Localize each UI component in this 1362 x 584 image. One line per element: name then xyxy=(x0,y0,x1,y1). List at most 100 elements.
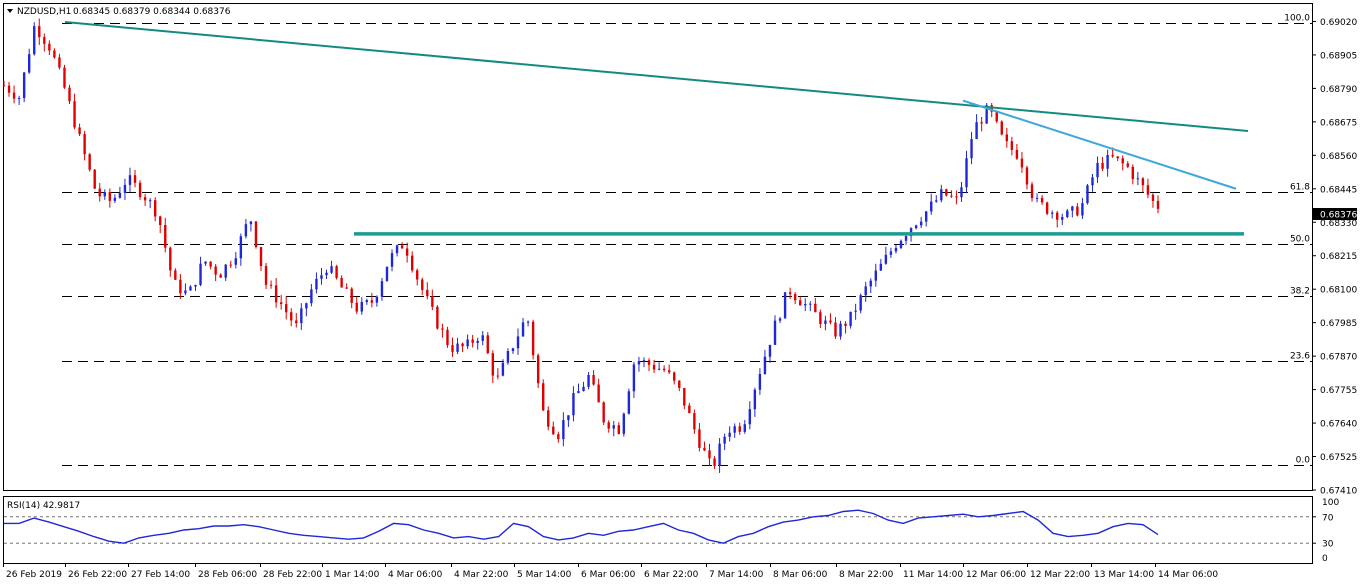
bear-candle xyxy=(295,320,298,324)
time-tick-label: 28 Feb 22:00 xyxy=(263,570,322,580)
bull-candle xyxy=(940,189,943,201)
price-tick-label: 0.68215 xyxy=(1320,252,1357,262)
bull-candle xyxy=(753,389,757,410)
bull-candle xyxy=(743,424,746,432)
bear-candle xyxy=(421,279,424,290)
bear-candle xyxy=(678,380,681,388)
bull-candle xyxy=(305,303,308,309)
bear-candle xyxy=(844,323,847,327)
bull-candle xyxy=(506,351,510,363)
bear-candle xyxy=(617,425,620,434)
bull-candle xyxy=(330,266,333,273)
time-tick-label: 7 Mar 14:00 xyxy=(709,570,764,580)
bear-candle xyxy=(980,122,983,124)
bull-candle xyxy=(204,261,207,264)
bear-candle xyxy=(63,67,66,88)
bear-candle xyxy=(1015,149,1019,159)
bull-candle xyxy=(572,393,575,416)
bull-candle xyxy=(1136,178,1140,180)
bull-candle xyxy=(118,192,122,198)
time-axis: 26 Feb 2019 26 Feb 22:00 27 Feb 14:00 28 Fe… xyxy=(3,563,1218,580)
bear-candle xyxy=(829,320,832,323)
bear-candle xyxy=(1040,197,1044,203)
bear-candle xyxy=(88,154,91,170)
bull-candle xyxy=(899,240,903,248)
bear-candle xyxy=(602,402,605,423)
bear-candle xyxy=(995,111,998,122)
bear-candle xyxy=(708,450,711,459)
bull-candle xyxy=(1050,212,1054,214)
bull-candle xyxy=(315,278,318,290)
bear-candle xyxy=(12,92,16,99)
bear-candle xyxy=(1151,194,1155,201)
bull-candle xyxy=(199,263,202,285)
bull-candle xyxy=(773,320,777,345)
bull-candle xyxy=(622,413,626,434)
bull-candle xyxy=(501,362,505,376)
bull-candle xyxy=(839,323,842,337)
bull-candle xyxy=(249,221,253,225)
bull-candle xyxy=(854,310,857,312)
bear-candle xyxy=(1030,184,1034,199)
price-tick-label: 0.69020 xyxy=(1320,18,1357,28)
bear-candle xyxy=(159,216,162,225)
bear-candle xyxy=(274,285,278,303)
candlestick-series xyxy=(2,18,1160,473)
bear-candle xyxy=(703,447,706,451)
bull-candle xyxy=(577,391,580,394)
price-tick-label: 0.68445 xyxy=(1320,185,1357,195)
bull-candle xyxy=(824,320,827,324)
bear-candle xyxy=(431,296,434,307)
bear-candle xyxy=(491,353,495,376)
bull-candle xyxy=(1096,162,1099,178)
time-tick-label: 27 Feb 14:00 xyxy=(131,570,190,580)
bull-candle xyxy=(804,303,807,306)
bull-candle xyxy=(365,300,369,303)
fib-level-label: 61.8 xyxy=(1290,183,1310,193)
time-tick-label: 26 Feb 22:00 xyxy=(68,570,127,580)
bull-candle xyxy=(128,175,132,185)
bull-candle xyxy=(395,245,399,254)
bear-candle xyxy=(738,426,741,432)
time-tick-label: 6 Mar 06:00 xyxy=(581,570,636,580)
bear-candle xyxy=(78,127,81,135)
bull-candle xyxy=(935,200,938,202)
bull-candle xyxy=(889,251,893,255)
bull-candle xyxy=(27,54,31,73)
bull-candle xyxy=(244,224,248,237)
bull-candle xyxy=(894,247,898,252)
time-tick-label: 12 Mar 22:00 xyxy=(1030,570,1090,580)
time-tick-label: 8 Mar 22:00 xyxy=(839,570,894,580)
bull-candle xyxy=(184,290,187,294)
bear-candle xyxy=(552,426,555,435)
bull-candle xyxy=(965,158,968,188)
bull-candle xyxy=(718,443,721,466)
bear-candle xyxy=(73,101,76,128)
fib-level-label: 0.0 xyxy=(1296,456,1311,466)
price-tick-label: 0.68675 xyxy=(1320,118,1357,128)
bear-candle xyxy=(264,266,268,285)
bear-candle xyxy=(1045,202,1049,214)
bear-candle xyxy=(169,247,172,271)
time-tick-label: 12 Mar 06:00 xyxy=(966,570,1026,580)
bear-candle xyxy=(834,322,837,337)
time-tick-label: 26 Feb 2019 xyxy=(6,570,62,580)
rsi-scale-label: 0 xyxy=(1322,554,1328,564)
bull-candle xyxy=(310,289,313,304)
bear-candle xyxy=(799,300,802,306)
time-tick-label: 1 Mar 14:00 xyxy=(325,570,380,580)
bear-candle xyxy=(547,410,550,427)
bull-candle xyxy=(582,386,585,392)
bear-candle xyxy=(1116,156,1119,159)
price-tick-label: 0.67410 xyxy=(1320,487,1357,497)
bear-candle xyxy=(597,384,600,403)
bull-candle xyxy=(914,225,918,229)
bull-candle xyxy=(189,286,192,291)
bear-candle xyxy=(673,372,676,381)
bull-candle xyxy=(1106,155,1109,169)
bear-candle xyxy=(536,355,540,384)
bear-candle xyxy=(355,302,358,312)
bear-candle xyxy=(290,312,293,321)
dropdown-triangle-icon[interactable] xyxy=(7,9,13,13)
